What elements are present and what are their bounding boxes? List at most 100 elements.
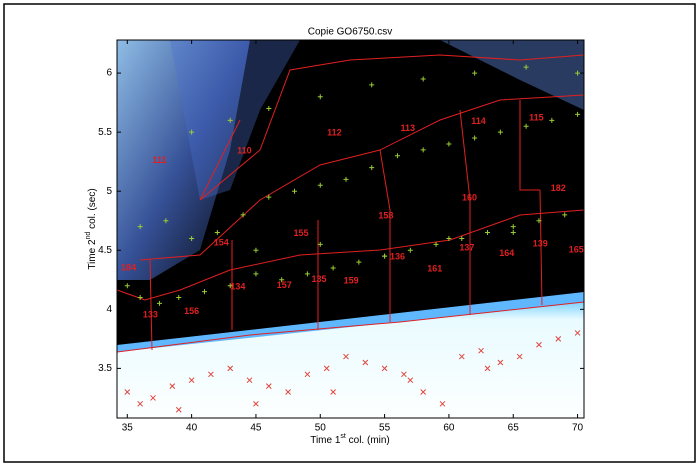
peak-marker	[246, 377, 253, 384]
peak-marker	[574, 330, 581, 336]
peak-marker	[485, 230, 491, 236]
peak-marker	[510, 224, 516, 230]
peak-marker	[478, 347, 484, 354]
region-label: 115	[529, 112, 544, 122]
peak-marker	[304, 371, 311, 378]
peak-marker	[330, 389, 336, 395]
region-label: 111	[152, 155, 166, 165]
y-axis-label: Time 2nd col. (sec)	[85, 188, 98, 269]
peak-marker	[401, 371, 407, 378]
region-label: 114	[471, 116, 486, 126]
peak-marker	[214, 230, 220, 236]
peak-marker	[497, 359, 504, 366]
peak-marker	[472, 70, 478, 76]
region-label: 184	[121, 262, 136, 272]
peak-marker	[292, 188, 298, 194]
peak-marker	[439, 400, 446, 407]
peak-marker	[510, 230, 516, 236]
region-label: 134	[230, 281, 245, 291]
peak-marker	[137, 400, 144, 407]
peak-marker	[279, 277, 285, 283]
peak-marker	[484, 365, 491, 372]
axes-box	[116, 39, 585, 419]
peak-marker	[227, 365, 234, 372]
low-region	[117, 302, 584, 418]
peak-marker	[137, 295, 143, 301]
image-layer	[117, 40, 584, 418]
peak-marker	[343, 353, 349, 360]
streak	[170, 40, 300, 200]
region-label: 133	[143, 310, 158, 320]
region-label: 158	[378, 210, 393, 220]
region-label: 155	[293, 228, 308, 238]
region-label: 160	[462, 193, 477, 203]
peak-marker	[407, 247, 413, 253]
region-label: 113	[400, 123, 415, 133]
peak-marker	[575, 70, 581, 76]
peak-marker	[285, 389, 291, 395]
peak-marker	[169, 383, 176, 389]
peak-marker	[189, 235, 195, 241]
y-label-sup: nd	[85, 232, 92, 240]
peak-marker	[253, 271, 259, 277]
peak-marker	[201, 289, 207, 295]
peak-marker	[549, 117, 555, 123]
peak-marker	[433, 241, 439, 247]
peak-marker	[369, 165, 375, 171]
x-tick-label: 45	[250, 423, 262, 434]
peak-marker	[156, 300, 162, 306]
y-tick-label: 4.5	[98, 245, 112, 256]
x-tick-label: 55	[379, 423, 391, 434]
peak-marker	[472, 135, 478, 141]
region-label: 139	[533, 239, 548, 249]
peak-marker	[516, 353, 523, 360]
y-tick-label: 3.5	[98, 363, 112, 374]
region-label: 112	[327, 128, 342, 138]
x-tick-label: 60	[443, 423, 455, 434]
y-tick-label: 5	[106, 186, 112, 197]
peak-marker	[253, 400, 259, 407]
peak-marker	[420, 76, 426, 82]
x-label-part: col. (min)	[346, 435, 390, 446]
peak-marker	[124, 283, 130, 289]
y-tick-label: 6	[106, 68, 112, 79]
region-label: 165	[569, 245, 584, 255]
peak-marker	[240, 212, 246, 218]
region-label: 136	[390, 252, 405, 262]
x-tick-label: 70	[572, 423, 584, 434]
y-tick-label: 5.5	[98, 127, 112, 138]
peak-marker	[208, 371, 214, 378]
region-label: 182	[551, 183, 566, 193]
peak-marker	[317, 94, 323, 100]
peak-marker	[497, 129, 503, 135]
y-tick-label: 4	[106, 304, 112, 315]
peak-marker	[176, 295, 182, 301]
region-label: 110	[237, 145, 252, 155]
x-tick-label: 50	[315, 423, 327, 434]
peak-marker	[227, 117, 233, 123]
x-tick-label: 35	[122, 423, 134, 434]
peak-marker	[150, 395, 156, 401]
region-label: 156	[184, 306, 199, 316]
peak-marker	[317, 241, 323, 247]
peak-marker	[407, 377, 414, 384]
peak-marker	[304, 271, 310, 277]
chart-title: Copie GO6750.csv	[308, 27, 393, 38]
x-tick-label: 40	[186, 423, 198, 434]
peak-marker	[253, 247, 259, 253]
peak-marker	[458, 353, 465, 360]
peak-marker	[459, 235, 465, 241]
peak-marker	[124, 389, 131, 395]
peak-marker	[189, 129, 195, 135]
peak-marker	[381, 365, 388, 372]
y-label-part: col. (sec)	[87, 188, 98, 231]
region-borders	[117, 54, 584, 353]
peak-marker	[555, 336, 562, 342]
peak-marker	[356, 259, 362, 265]
peak-marker	[137, 224, 143, 230]
region-label: 135	[311, 274, 326, 284]
region-label: 157	[277, 280, 292, 290]
peak-marker	[562, 212, 568, 218]
region-label: 164	[499, 248, 514, 258]
